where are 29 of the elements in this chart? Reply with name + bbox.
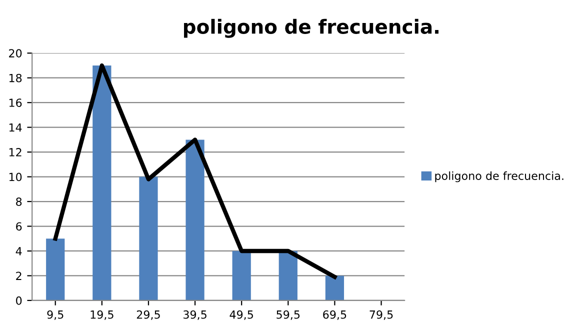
y-tick-label: 10 — [9, 172, 22, 182]
y-tick-label: 8 — [16, 198, 22, 206]
line-series — [53, 63, 337, 280]
y-tick-label: 4 — [16, 247, 22, 256]
bar — [278, 250, 298, 300]
y-tick-label: 16 — [9, 98, 22, 107]
x-tick-label: 9,5 — [47, 310, 64, 320]
x-tick-label: 69,5 — [323, 310, 346, 320]
y-tick-label: 6 — [16, 222, 22, 231]
y-tick-label: 12 — [9, 148, 22, 156]
bar — [139, 176, 158, 300]
y-tick-label: 14 — [9, 123, 22, 132]
bar — [92, 65, 112, 300]
x-tick-label: 59,5 — [276, 310, 300, 320]
legend-label: poligono de frecuencia. — [435, 171, 564, 182]
y-tick-label: 0 — [16, 296, 22, 305]
bar — [186, 140, 204, 300]
y-tick-label: 18 — [9, 74, 22, 82]
x-tick-label: 49,5 — [230, 310, 253, 320]
bar — [325, 276, 344, 300]
x-tick-label: 29,5 — [136, 310, 160, 320]
chart-title: poligono de frecuencia. — [184, 18, 438, 38]
x-tick-label: 79,5 — [370, 310, 393, 320]
x-tick-label: 39,5 — [184, 310, 206, 320]
y-tick-label: 2 — [16, 272, 22, 280]
bar — [232, 250, 251, 300]
y-tick-label: 20 — [9, 49, 22, 58]
bar — [46, 238, 65, 300]
x-tick-label: 19,5 — [90, 310, 114, 320]
